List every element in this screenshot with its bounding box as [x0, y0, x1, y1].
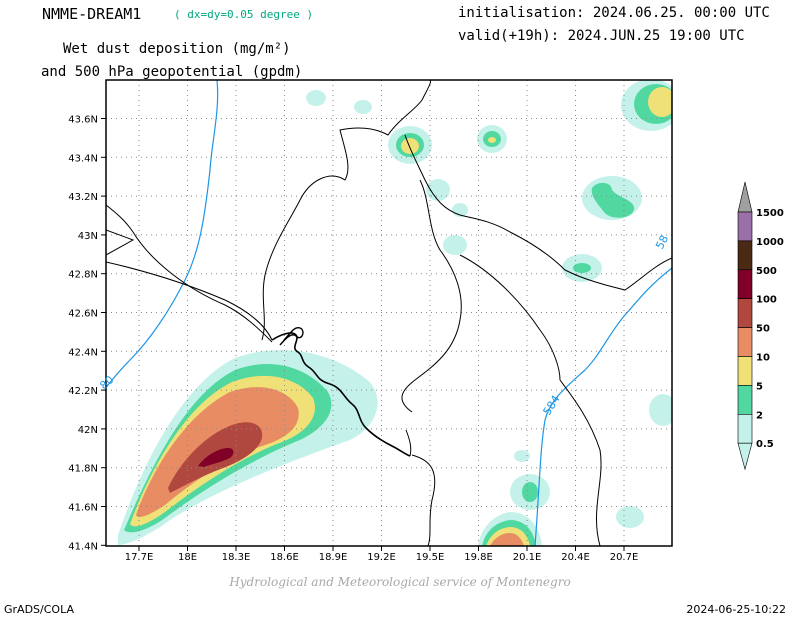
legend-label: 1500 [756, 208, 784, 219]
border-coast-cro [106, 229, 135, 256]
plot-timestamp: 2024-06-25-10:22 [686, 603, 786, 616]
legend-label: 2 [756, 410, 763, 421]
legend-swatch [737, 269, 753, 299]
lat-label: 42.2N [68, 386, 98, 397]
lat-label: 43N [78, 231, 98, 242]
lat-label: 41.6N [68, 503, 98, 514]
lake-shkoder [405, 429, 412, 457]
agency-credit: Hydrological and Meteorological service … [229, 575, 571, 589]
legend-swatch [737, 240, 753, 271]
ne-blob-k [616, 506, 644, 528]
legend-label: 500 [756, 266, 777, 277]
legend-cap-bottom [737, 442, 753, 471]
lat-label: 42.4N [68, 347, 98, 358]
border-alb [411, 454, 436, 546]
initialisation-time: initialisation: 2024.06.25. 00:00 UTC [458, 5, 770, 21]
ne-blob-d2 [573, 263, 591, 273]
legend-cap-top [737, 181, 753, 213]
ne-blob-e [426, 179, 450, 201]
legend-swatch [737, 211, 753, 242]
legend-swatch [737, 298, 753, 328]
resolution-note: ( dx=dy=0.05 degree ) [174, 8, 314, 21]
lat-label: 42.8N [68, 270, 98, 281]
map-title-line1: Wet dust deposition (mg/m²) [63, 41, 291, 57]
south-small-c [514, 450, 530, 462]
lat-label: 43.6N [68, 115, 98, 126]
border-mne-srb [404, 134, 672, 291]
contour-label-584: 584 [541, 393, 563, 418]
contour-label-58: 58 [653, 233, 671, 251]
border-bih-cro [106, 204, 273, 343]
lon-label: 19.5E [416, 552, 445, 563]
lat-label: 43.4N [68, 153, 98, 164]
country-borders [106, 80, 672, 546]
model-name: NMME-DREAM1 [42, 5, 142, 23]
lat-label: 42.6N [68, 309, 98, 320]
deposition-field [118, 80, 672, 546]
lon-label: 18.6E [270, 552, 299, 563]
ne-blob-i3 [648, 87, 672, 117]
border-coast-mne [271, 332, 411, 457]
lat-label: 43.2N [68, 192, 98, 203]
border-coast-line [106, 261, 273, 341]
legend-swatch [737, 356, 753, 386]
contour-580 [106, 80, 219, 389]
ne-blob-b3 [488, 137, 496, 143]
legend-label: 50 [756, 324, 770, 335]
legend: 1500 1000 500 100 50 10 5 2 0.5 [737, 181, 784, 471]
lon-label: 20.7E [610, 552, 639, 563]
legend-label: 100 [756, 295, 777, 306]
ne-blob-c2 [591, 182, 635, 218]
ne-blob-f [443, 235, 467, 255]
axis-labels: 43.6N 43.4N 43.2N 43N 42.8N 42.6N 42.4N 42.2N 42… [68, 115, 638, 564]
lon-label: 17.7E [125, 552, 154, 563]
border-alb-kos [559, 379, 602, 546]
ne-blob-a3 [401, 138, 419, 154]
south-small-b [522, 482, 538, 502]
plume-level-100 [198, 447, 234, 467]
lat-label: 41.8N [68, 464, 98, 475]
border-bih-mne [261, 80, 431, 341]
valid-time: valid(+19h): 2024.JUN.25 19:00 UTC [458, 28, 745, 44]
lon-label: 18.3E [222, 552, 251, 563]
south-blob-10 [490, 533, 524, 546]
ne-blob-h [354, 100, 372, 114]
ne-blob-j [649, 394, 672, 426]
lon-label: 19.8E [464, 552, 493, 563]
lat-label: 42N [78, 425, 98, 436]
geopotential-contours [106, 80, 672, 546]
legend-label: 10 [756, 353, 770, 364]
contour-584 [534, 267, 672, 546]
legend-label: 5 [756, 381, 763, 392]
ne-blob-g [306, 90, 326, 106]
lon-label: 18E [178, 552, 197, 563]
lon-label: 19.2E [367, 552, 396, 563]
lat-label: 41.4N [68, 541, 98, 552]
lon-label: 20.4E [561, 552, 590, 563]
border-srb-kos [459, 254, 561, 381]
border-mne-kos [401, 179, 462, 413]
legend-label: 1000 [756, 237, 784, 248]
legend-swatch [737, 385, 753, 415]
legend-label: 0.5 [756, 439, 774, 450]
lon-label: 18.9E [319, 552, 348, 563]
bay-kotor [279, 327, 304, 346]
contour-label-80: 80 [97, 373, 116, 392]
map-title-line2: and 500 hPa geopotential (gpdm) [41, 64, 303, 80]
lon-label: 20.1E [513, 552, 542, 563]
legend-swatch [737, 327, 753, 357]
legend-swatch [737, 413, 753, 444]
software-credit: GrADS/COLA [4, 603, 74, 616]
